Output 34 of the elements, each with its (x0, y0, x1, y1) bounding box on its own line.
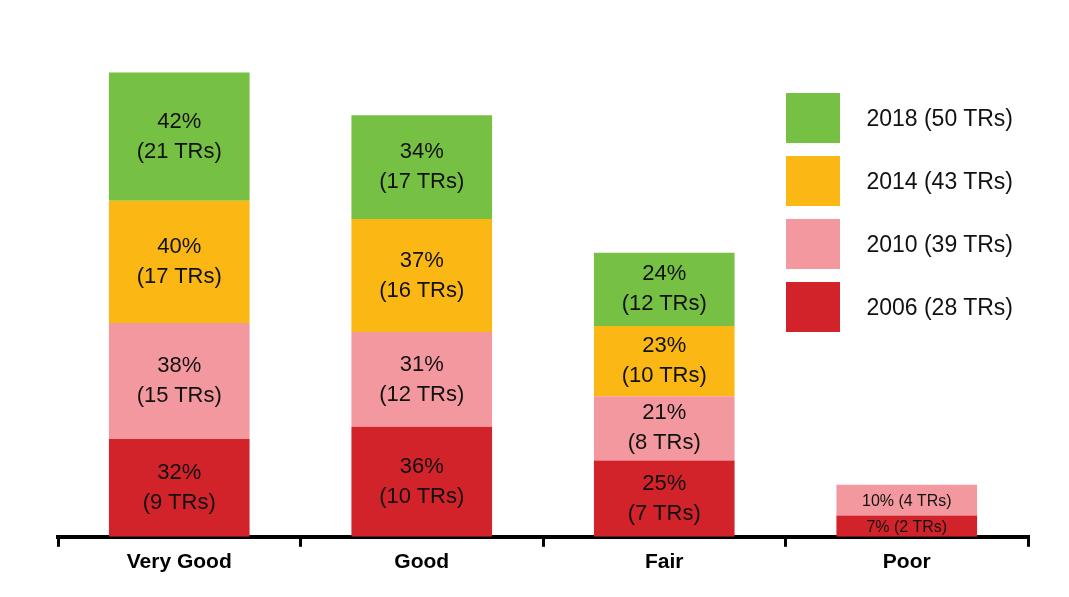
data-label: 32% (9 TRs) (142, 458, 216, 514)
data-label: 42% (21 TRs) (136, 107, 222, 163)
bar (108, 439, 250, 537)
data-label: 24% (12 TRs) (621, 260, 707, 316)
bar (351, 332, 493, 427)
data-label: 31% (12 TRs) (379, 350, 465, 406)
x-tick-label: Fair (644, 549, 684, 573)
bar (108, 200, 250, 323)
legend-label: 2018 (50 TRs) (866, 104, 1013, 132)
data-label: 10% (4 TRs) (861, 491, 952, 509)
bar (593, 460, 735, 537)
legend-label: 2014 (43 TRs) (866, 167, 1013, 195)
data-label: 7% (2 TRs) (866, 517, 948, 535)
data-label: 34% (17 TRs) (379, 138, 465, 194)
legend-label: 2010 (39 TRs) (866, 230, 1013, 258)
legend-label: 2006 (28 TRs) (866, 293, 1013, 321)
bar (108, 322, 250, 440)
data-label: 23% (10 TRs) (621, 332, 707, 388)
x-tick-label: Poor (882, 549, 931, 573)
data-label: 40% (17 TRs) (136, 232, 222, 288)
bar (108, 72, 250, 201)
data-label: 36% (10 TRs) (379, 452, 465, 508)
bar (593, 396, 735, 461)
bar (593, 252, 735, 327)
data-label: 21% (8 TRs) (627, 399, 701, 455)
x-tick-label: Good (394, 549, 450, 573)
bar (351, 426, 493, 537)
data-label: 25% (7 TRs) (627, 469, 701, 525)
x-tick-label: Very Good (126, 549, 232, 573)
bar (593, 326, 735, 397)
bar (351, 115, 493, 220)
data-label: 38% (15 TRs) (136, 352, 222, 408)
bar (351, 219, 493, 333)
data-label: 37% (16 TRs) (379, 246, 465, 302)
